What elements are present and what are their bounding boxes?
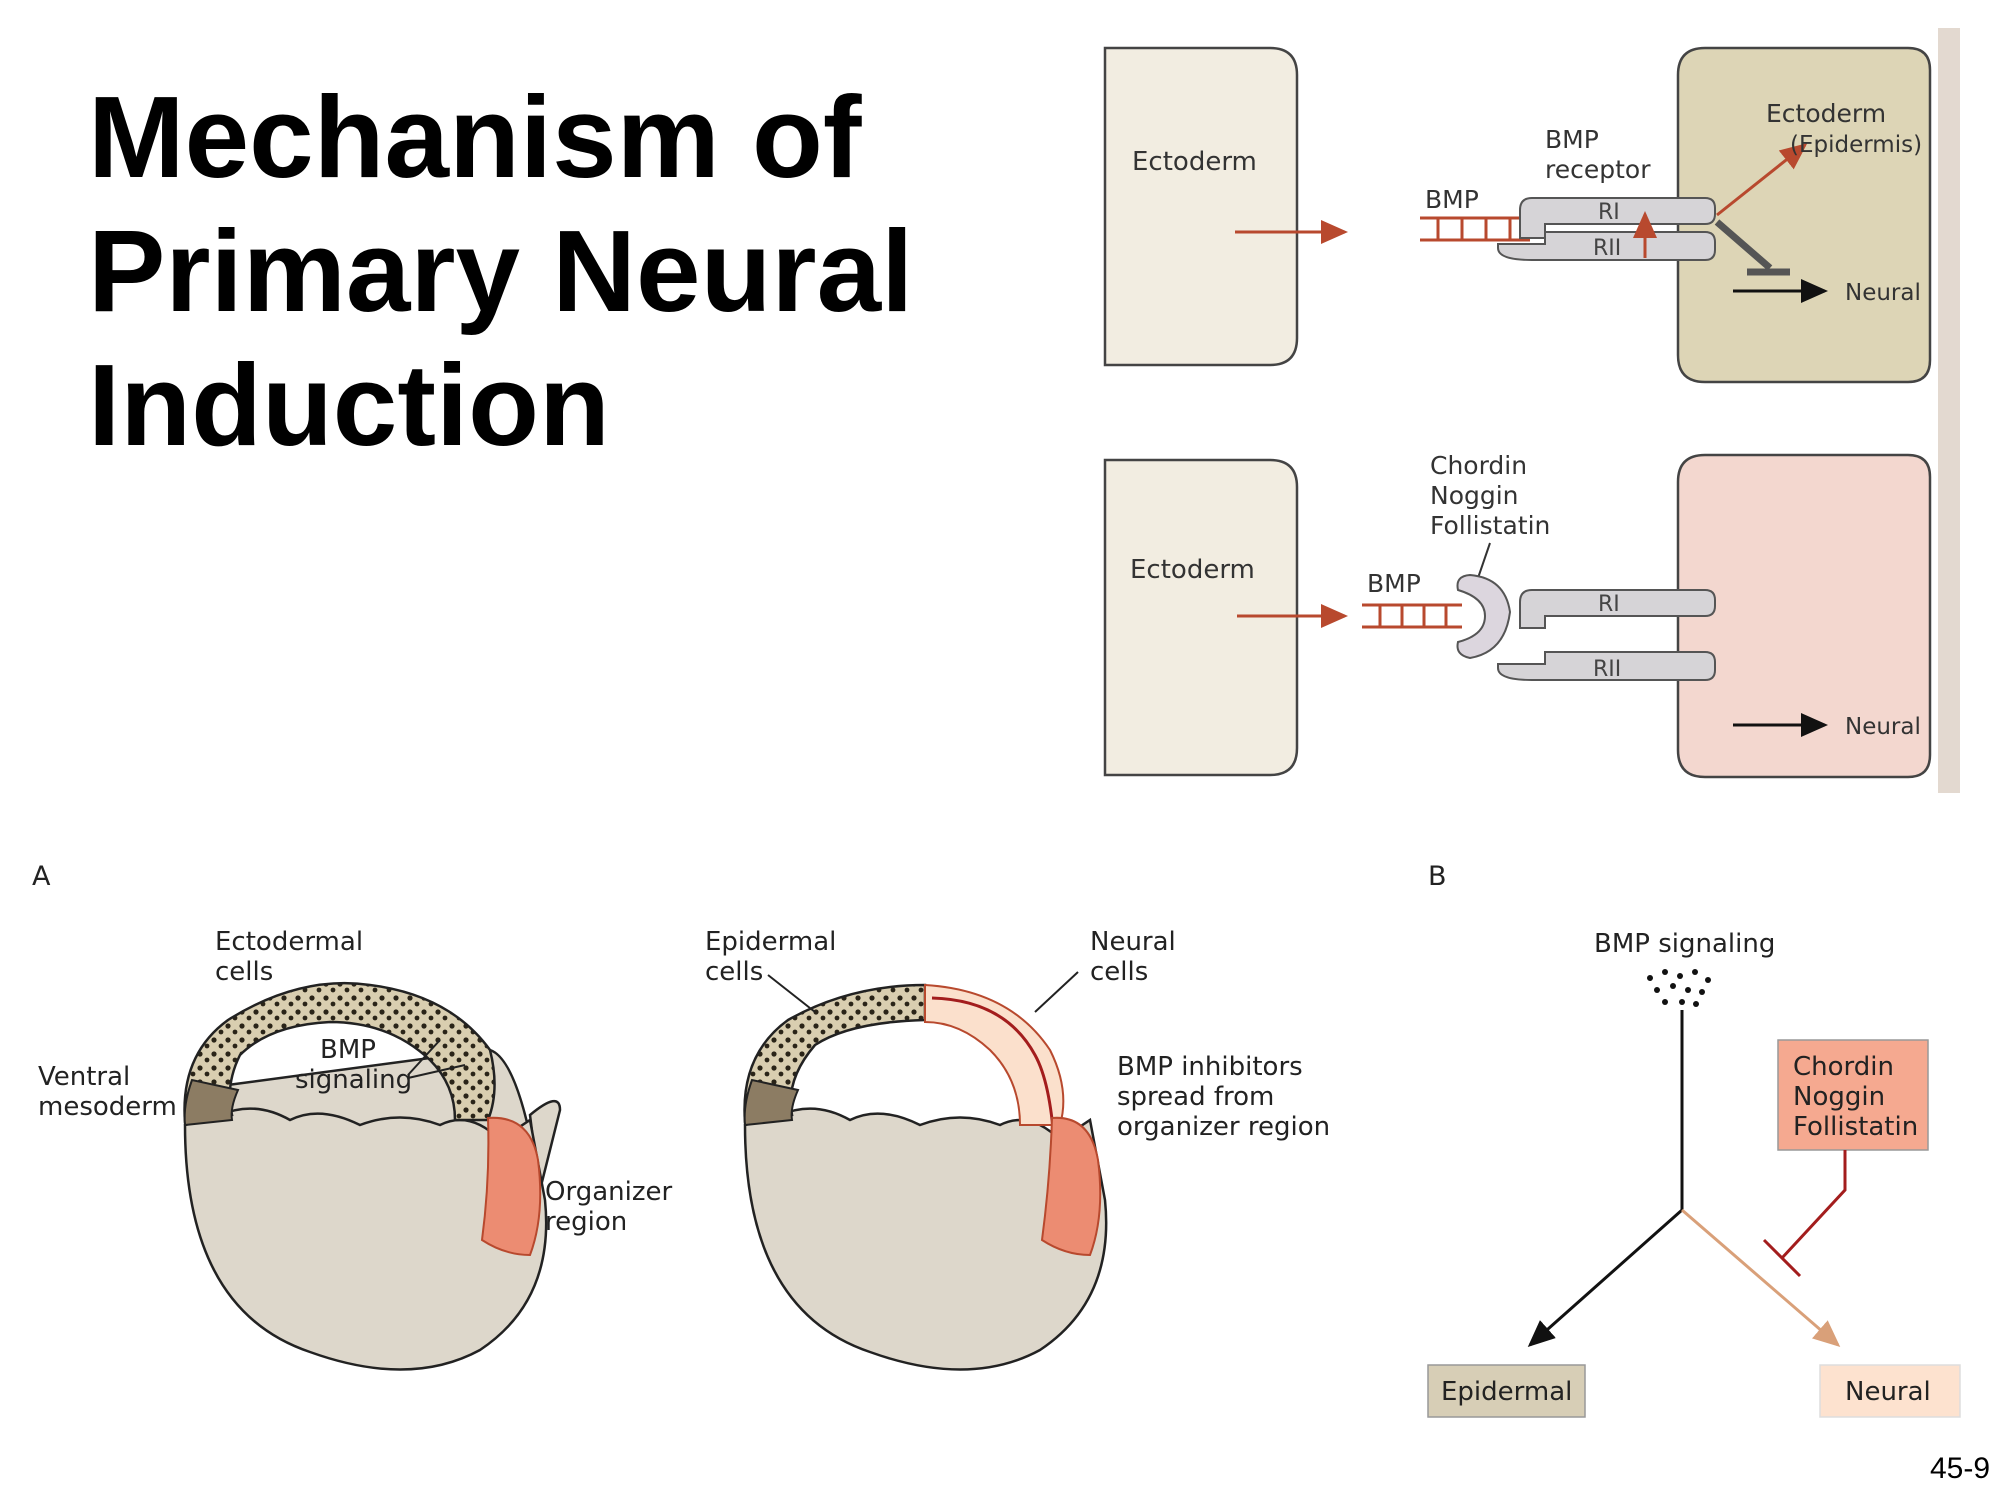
outcome-label: (Epidermis) bbox=[1790, 132, 1922, 158]
bmp-signaling-label: BMP bbox=[320, 1035, 376, 1065]
epidermal-box bbox=[1427, 1364, 1586, 1418]
inhibitor-box bbox=[1777, 1039, 1929, 1151]
bmp-ligand bbox=[1420, 216, 1530, 242]
bmp-pointer bbox=[407, 1064, 466, 1079]
bmp-inhibitors-label: spread from bbox=[1117, 1082, 1274, 1112]
slide-number: 45-9 bbox=[1929, 1452, 1990, 1485]
neural-label: Neural bbox=[1845, 280, 1921, 306]
neural-cells-label: Neural bbox=[1090, 927, 1176, 957]
ri-label: RI bbox=[1598, 200, 1620, 225]
embryo-before: Ectodermal cells Ventral mesoderm BMP si… bbox=[38, 927, 672, 1371]
receptor-ri bbox=[1519, 197, 1716, 239]
ectoderm-label: Ectoderm bbox=[1130, 555, 1255, 585]
title-line: Primary Neural bbox=[88, 206, 914, 336]
bmp-inhibition-scheme: Ectoderm Chordin Noggin Follistatin BMP … bbox=[1103, 451, 1932, 779]
bmp-label: BMP bbox=[1425, 185, 1479, 214]
ventral-mesoderm bbox=[743, 1078, 800, 1127]
panel-label-a: A bbox=[32, 861, 51, 892]
inhibitor-protein bbox=[1456, 573, 1512, 660]
organizer-region-label: Organizer bbox=[545, 1177, 672, 1207]
ectoderm-cell bbox=[1103, 458, 1299, 777]
receptor-ri bbox=[1519, 589, 1716, 629]
receptor-rii bbox=[1497, 231, 1716, 261]
bmp-signaling-label: BMP signaling bbox=[1594, 929, 1775, 959]
ventral-mesoderm-label: Ventral bbox=[38, 1062, 130, 1092]
receptor-rii bbox=[1497, 651, 1716, 681]
bmp-pointer bbox=[407, 1039, 441, 1076]
slide-title: Mechanism of Primary Neural Induction bbox=[88, 70, 988, 472]
inhibitor-label: Follistatin bbox=[1430, 511, 1550, 540]
page-edge bbox=[1938, 28, 1960, 793]
epidermal-arrow bbox=[1527, 1208, 1683, 1347]
inhibitor-label: Noggin bbox=[1430, 481, 1519, 510]
epidermis-arrow bbox=[1716, 143, 1808, 217]
bmp-signaling-label: signaling bbox=[295, 1065, 412, 1095]
bmp-signaling-scheme: Ectoderm BMP BMP receptor RI RII Ectoder… bbox=[1103, 46, 1932, 384]
neural-arrow bbox=[1681, 1208, 1841, 1347]
inhibitor-label: Chordin bbox=[1793, 1052, 1894, 1082]
inhibitor-label: Follistatin bbox=[1793, 1112, 1918, 1142]
epidermal-cells-label: cells bbox=[705, 957, 763, 987]
ventral-mesoderm-label: mesoderm bbox=[38, 1092, 177, 1122]
embryo-after: Epidermal cells Neural cells BMP inhibit… bbox=[705, 927, 1330, 1371]
organizer-region bbox=[1040, 1116, 1102, 1257]
ectoderm-cell bbox=[1103, 46, 1299, 367]
panel-label-b: B bbox=[1428, 861, 1447, 892]
inhibition-bar bbox=[1714, 219, 1773, 271]
title-line: Mechanism of bbox=[88, 72, 862, 202]
inhibitor-pointer bbox=[1477, 542, 1491, 579]
ectodermal-cells-label: cells bbox=[215, 957, 273, 987]
ectodermal-cells-label: Ectodermal bbox=[215, 927, 363, 957]
receptor-label: receptor bbox=[1545, 155, 1651, 184]
inhibitor-label: Chordin bbox=[1430, 451, 1527, 480]
figure-a: A Ectodermal cells Ventral mesoderm BMP … bbox=[32, 861, 1330, 1371]
bmp-label: BMP bbox=[1367, 569, 1421, 598]
organizer-region bbox=[480, 1116, 542, 1257]
responding-cell bbox=[1676, 46, 1932, 384]
figure-b: B BMP signaling Chordin Noggin Follistat… bbox=[1427, 861, 1961, 1418]
rii-label: RII bbox=[1593, 236, 1621, 261]
yolk-mass bbox=[743, 1107, 1108, 1371]
inhibitor-label: Noggin bbox=[1793, 1082, 1885, 1112]
neural-box bbox=[1819, 1364, 1961, 1418]
ectoderm-label: Ectoderm bbox=[1132, 147, 1257, 177]
title-line: Induction bbox=[88, 340, 610, 470]
ectodermal-layer bbox=[183, 981, 496, 1124]
ri-label: RI bbox=[1598, 592, 1620, 617]
ventral-mesoderm bbox=[183, 1078, 240, 1127]
neural-label: Neural bbox=[1845, 1377, 1931, 1407]
neural-label: Neural bbox=[1845, 714, 1921, 740]
yolk-mass bbox=[183, 1107, 548, 1371]
bmp-inhibitors-label: organizer region bbox=[1117, 1112, 1330, 1142]
neural-cells-label: cells bbox=[1090, 957, 1148, 987]
inhibition-bar bbox=[1762, 1238, 1802, 1278]
neural-pointer bbox=[1034, 971, 1079, 1013]
bmp-dots bbox=[1647, 969, 1711, 1007]
top-panel: Ectoderm BMP BMP receptor RI RII Ectoder… bbox=[1103, 28, 1960, 793]
receptor-label: BMP bbox=[1545, 125, 1599, 154]
rii-label: RII bbox=[1593, 657, 1621, 682]
bmp-ligand bbox=[1362, 603, 1462, 629]
epidermal-pointer bbox=[767, 974, 816, 1013]
outcome-label: Ectoderm bbox=[1766, 99, 1886, 128]
inhibition-line bbox=[1780, 1150, 1847, 1260]
responding-cell bbox=[1676, 453, 1932, 779]
bmp-inhibitors-label: BMP inhibitors bbox=[1117, 1052, 1303, 1082]
epidermal-label: Epidermal bbox=[1441, 1377, 1572, 1407]
organizer-region-label: region bbox=[545, 1207, 627, 1237]
epidermal-cells-label: Epidermal bbox=[705, 927, 836, 957]
